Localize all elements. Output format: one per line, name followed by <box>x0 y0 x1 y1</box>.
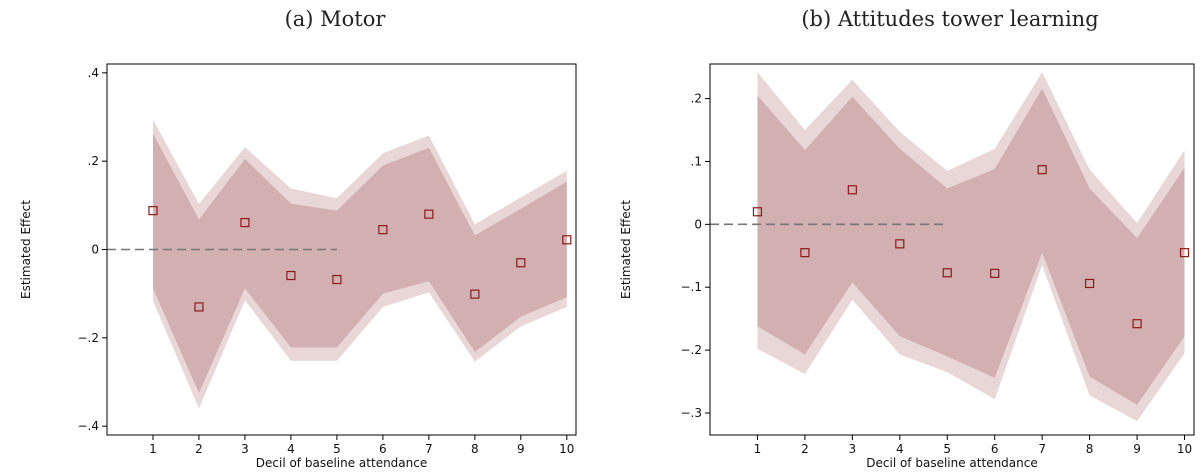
y-axis-label: Estimated Effect <box>19 200 33 299</box>
plot-frame <box>709 63 1195 436</box>
estimate-marker-6 <box>378 225 388 235</box>
y-tick-label: 0 <box>91 243 99 257</box>
estimate-marker-7 <box>424 209 434 219</box>
x-tick-label: 2 <box>195 442 203 456</box>
x-tick-label: 7 <box>425 442 433 456</box>
x-tick-label: 10 <box>559 442 574 456</box>
estimate-marker-3 <box>240 217 250 228</box>
estimate-marker-1 <box>148 206 158 216</box>
x-tick-label: 4 <box>287 442 295 456</box>
y-tick-label: −.3 <box>680 406 702 420</box>
estimate-marker-6 <box>990 268 1000 278</box>
x-tick-label: 9 <box>1133 442 1141 456</box>
y-tick-label: .2 <box>691 92 702 106</box>
inner-confidence-band <box>757 88 1185 405</box>
estimate-marker-5 <box>332 274 342 285</box>
x-tick-label: 10 <box>1177 442 1192 456</box>
y-axis-label: Estimated Effect <box>619 200 633 299</box>
estimate-marker-7 <box>1037 165 1047 175</box>
x-tick-label: 1 <box>149 442 157 456</box>
estimate-marker-9 <box>1132 319 1142 329</box>
estimate-marker-8 <box>470 289 480 299</box>
y-tick-label: .2 <box>88 154 99 168</box>
x-tick-label: 6 <box>379 442 387 456</box>
y-tick-label: .4 <box>88 66 99 80</box>
estimate-marker-10 <box>562 235 572 245</box>
estimate-marker-1 <box>752 207 763 217</box>
estimate-marker-5 <box>942 268 952 278</box>
y-tick-label: 0 <box>694 217 702 231</box>
y-tick-label: −.4 <box>77 419 99 433</box>
estimate-marker-3 <box>847 185 857 195</box>
estimate-marker-10 <box>1179 248 1190 258</box>
chart-panel-b: 1 2 3 4 5 6 7 8 9 10 −.3 −.2 −.1 0 .1 .2 Decil of baseli… <box>619 63 1195 470</box>
x-axis-label: Decil of baseline attendance <box>866 456 1037 470</box>
panel-a-title: (a) Motor <box>284 7 386 31</box>
estimate-marker-4 <box>895 239 905 249</box>
x-tick-label: 2 <box>801 442 809 456</box>
x-tick-label: 9 <box>517 442 525 456</box>
panel-b-title: (b) Attitudes tower learning <box>801 7 1099 31</box>
estimate-marker-9 <box>516 258 526 268</box>
x-tick-label: 3 <box>241 442 249 456</box>
y-tick-label: −.1 <box>680 280 702 294</box>
x-tick-label: 8 <box>471 442 479 456</box>
chart-panel-a: 1 2 3 4 5 6 7 8 9 10 −.4 −.2 0 .2 .4 Decil of baseline … <box>19 63 577 470</box>
x-tick-label: 5 <box>943 442 951 456</box>
estimate-marker-4 <box>286 270 296 281</box>
y-tick-label: −.2 <box>680 343 702 357</box>
x-tick-label: 7 <box>1038 442 1046 456</box>
x-tick-label: 3 <box>849 442 857 456</box>
y-tick-label: −.2 <box>77 331 99 345</box>
inner-confidence-band <box>152 133 567 394</box>
x-tick-label: 1 <box>754 442 762 456</box>
x-tick-label: 5 <box>333 442 341 456</box>
estimate-marker-2 <box>800 248 810 258</box>
estimate-marker-8 <box>1085 278 1095 289</box>
estimate-marker-2 <box>194 302 204 312</box>
x-tick-label: 4 <box>896 442 904 456</box>
x-tick-label: 8 <box>1086 442 1094 456</box>
x-axis-label: Decil of baseline attendance <box>256 456 427 470</box>
y-tick-label: .1 <box>691 154 702 168</box>
x-tick-label: 6 <box>991 442 999 456</box>
